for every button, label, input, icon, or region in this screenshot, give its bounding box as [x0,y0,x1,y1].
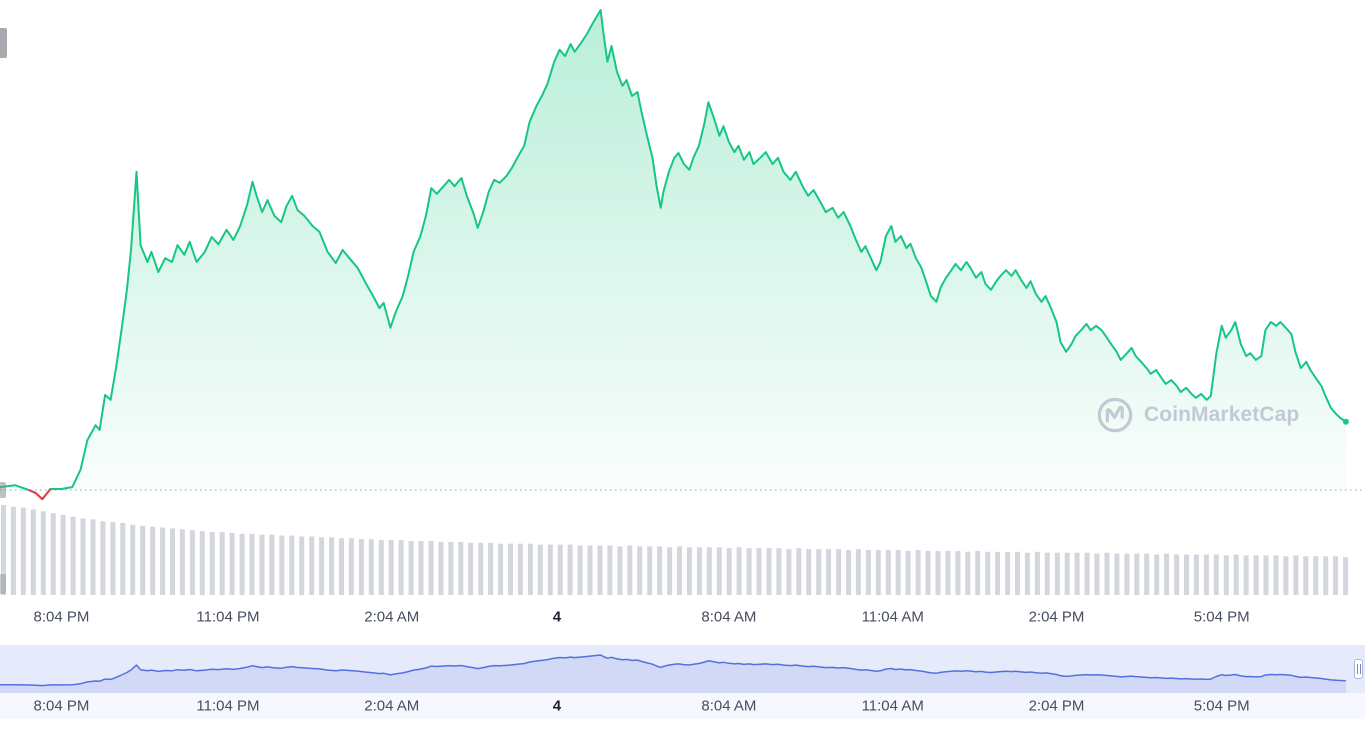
navigator-axis-label-day: 4 [552,697,562,715]
time-axis-label: 2:04 PM [1028,608,1085,626]
navigator-axis-label: 11:04 PM [196,697,260,715]
navigator-axis-label: 8:04 PM [33,697,90,715]
time-axis-label: 5:04 PM [1193,608,1250,626]
left-edge-fragment-baseline [0,482,6,498]
left-edge-fragment-top [0,28,7,58]
range-navigator[interactable] [0,645,1365,693]
navigator-axis-label: 5:04 PM [1193,697,1250,715]
time-axis-label-day: 4 [552,608,562,626]
time-axis-label: 11:04 PM [196,608,260,626]
navigator-svg [0,654,1346,693]
navigator-axis-label: 8:04 AM [701,697,757,715]
navigator-right-drag-handle-icon[interactable] [1354,659,1363,679]
time-axis-label: 8:04 AM [701,608,757,626]
navigator-axis-label: 2:04 AM [364,697,420,715]
time-axis: 8:04 PM 11:04 PM 2:04 AM 4 8:04 AM 11:04… [0,595,1365,639]
time-axis-label: 11:04 AM [861,608,924,626]
price-chart-pane[interactable]: CoinMarketCap [0,0,1365,595]
time-axis-label: 8:04 PM [33,608,90,626]
navigator-axis-label: 2:04 PM [1028,697,1085,715]
navigator-axis-label: 11:04 AM [861,697,924,715]
left-edge-fragment-volume [0,574,6,594]
navigator-time-axis: 8:04 PM 11:04 PM 2:04 AM 4 8:04 AM 11:04… [0,693,1365,719]
price-volume-svg [0,9,1365,595]
time-axis-label: 2:04 AM [364,608,420,626]
